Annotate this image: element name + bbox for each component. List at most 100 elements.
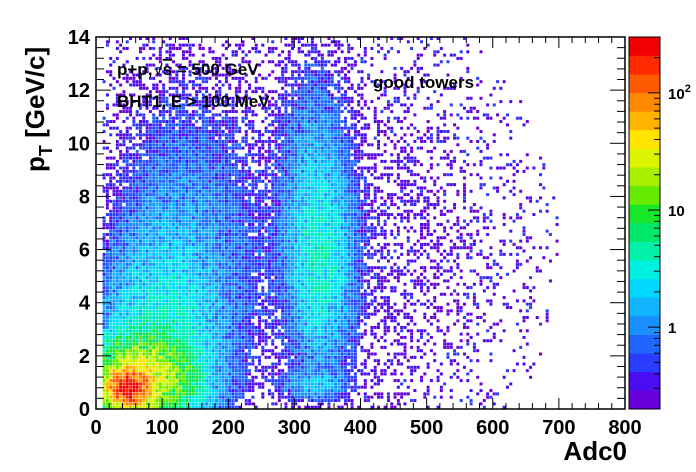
heatmap-cell <box>281 352 285 356</box>
heatmap-cell <box>211 50 215 54</box>
heatmap-cell <box>168 46 172 50</box>
heatmap-cell <box>267 223 271 226</box>
heatmap-cell <box>211 369 215 373</box>
heatmap-cell <box>165 266 169 270</box>
heatmap-cell <box>284 355 288 359</box>
heatmap-cell <box>238 252 242 256</box>
heatmap-cell <box>238 382 242 386</box>
heatmap-cell <box>224 93 228 97</box>
heatmap-cell <box>168 342 172 346</box>
heatmap-cell <box>172 60 176 64</box>
heatmap-cell <box>195 399 199 403</box>
heatmap-cell <box>188 43 192 47</box>
heatmap-cell <box>181 355 185 359</box>
heatmap-cell <box>109 339 113 343</box>
heatmap-cell <box>251 113 255 117</box>
heatmap-cell <box>135 83 139 87</box>
heatmap-cell <box>178 332 182 336</box>
heatmap-cell <box>264 53 268 57</box>
heatmap-cell <box>261 139 265 143</box>
heatmap-cell <box>172 249 176 253</box>
heatmap-cell <box>158 375 162 379</box>
heatmap-cell <box>274 46 278 50</box>
heatmap-cell <box>198 176 202 180</box>
heatmap-cell <box>198 209 202 213</box>
heatmap-cell <box>102 395 106 399</box>
heatmap-cell <box>244 379 248 383</box>
heatmap-cell <box>172 239 176 243</box>
heatmap-cell <box>115 286 119 290</box>
heatmap-cell <box>211 183 215 187</box>
heatmap-cell <box>155 385 159 389</box>
heatmap-cell <box>211 355 215 359</box>
heatmap-cell <box>145 193 149 197</box>
heatmap-cell <box>135 189 139 193</box>
heatmap-cell <box>115 219 119 223</box>
heatmap-cell <box>112 292 116 296</box>
heatmap-cell <box>264 166 268 170</box>
heatmap-cell <box>238 259 242 263</box>
heatmap-cell <box>211 116 215 120</box>
heatmap-cell <box>284 183 288 187</box>
heatmap-cell <box>205 339 209 343</box>
heatmap-cell <box>148 193 152 197</box>
heatmap-cell <box>205 289 209 293</box>
heatmap-cell <box>228 262 232 266</box>
heatmap-cell <box>211 375 215 379</box>
heatmap-cell <box>224 332 228 336</box>
heatmap-cell <box>178 286 182 290</box>
heatmap-cell <box>145 279 149 283</box>
heatmap-cell <box>138 302 142 306</box>
heatmap-cell <box>122 329 126 333</box>
heatmap-cell <box>168 269 172 273</box>
heatmap-cell <box>125 46 129 50</box>
heatmap-cell <box>201 209 205 213</box>
heatmap-cell <box>142 203 146 207</box>
heatmap-cell <box>188 116 192 120</box>
heatmap-cell <box>211 96 215 100</box>
heatmap-cell <box>105 355 109 359</box>
heatmap-cell <box>135 156 139 160</box>
heatmap-cell <box>142 252 146 256</box>
heatmap-cell <box>109 223 113 226</box>
heatmap-cell <box>231 249 235 253</box>
heatmap-cell <box>241 262 245 266</box>
heatmap-cell <box>125 329 129 333</box>
heatmap-cell <box>267 206 271 210</box>
heatmap-cell <box>241 199 245 203</box>
heatmap-cell <box>152 206 156 210</box>
heatmap-cell <box>228 349 232 353</box>
heatmap-cell <box>132 312 136 316</box>
heatmap-cell <box>201 405 205 409</box>
heatmap-cell <box>148 239 152 243</box>
heatmap-cell <box>234 203 238 207</box>
heatmap-cell <box>175 136 179 140</box>
heatmap-cell <box>228 289 232 293</box>
heatmap-cell <box>162 375 166 379</box>
heatmap-cell <box>211 379 215 383</box>
heatmap-cell <box>234 272 238 276</box>
heatmap-cell <box>201 345 205 349</box>
heatmap-cell <box>215 219 218 223</box>
heatmap-cell <box>205 106 209 110</box>
heatmap-cell <box>221 325 225 329</box>
heatmap-cell <box>178 296 182 300</box>
heatmap-cell <box>142 133 146 137</box>
heatmap-cell <box>228 249 232 253</box>
heatmap-cell <box>168 355 172 359</box>
heatmap-cell <box>145 219 149 223</box>
heatmap-cell <box>172 156 176 160</box>
heatmap-cell <box>119 306 123 310</box>
heatmap-cell <box>224 153 228 157</box>
heatmap-cell <box>201 116 205 120</box>
heatmap-cell <box>211 130 215 133</box>
heatmap-cell <box>261 199 265 203</box>
heatmap-cell <box>112 312 116 316</box>
heatmap-cell <box>125 395 129 399</box>
heatmap-cell <box>175 239 179 243</box>
heatmap-cell <box>244 246 248 250</box>
heatmap-cell <box>165 196 169 200</box>
heatmap-cell <box>277 239 281 243</box>
heatmap-cell <box>105 379 109 383</box>
heatmap-cell <box>181 106 185 110</box>
